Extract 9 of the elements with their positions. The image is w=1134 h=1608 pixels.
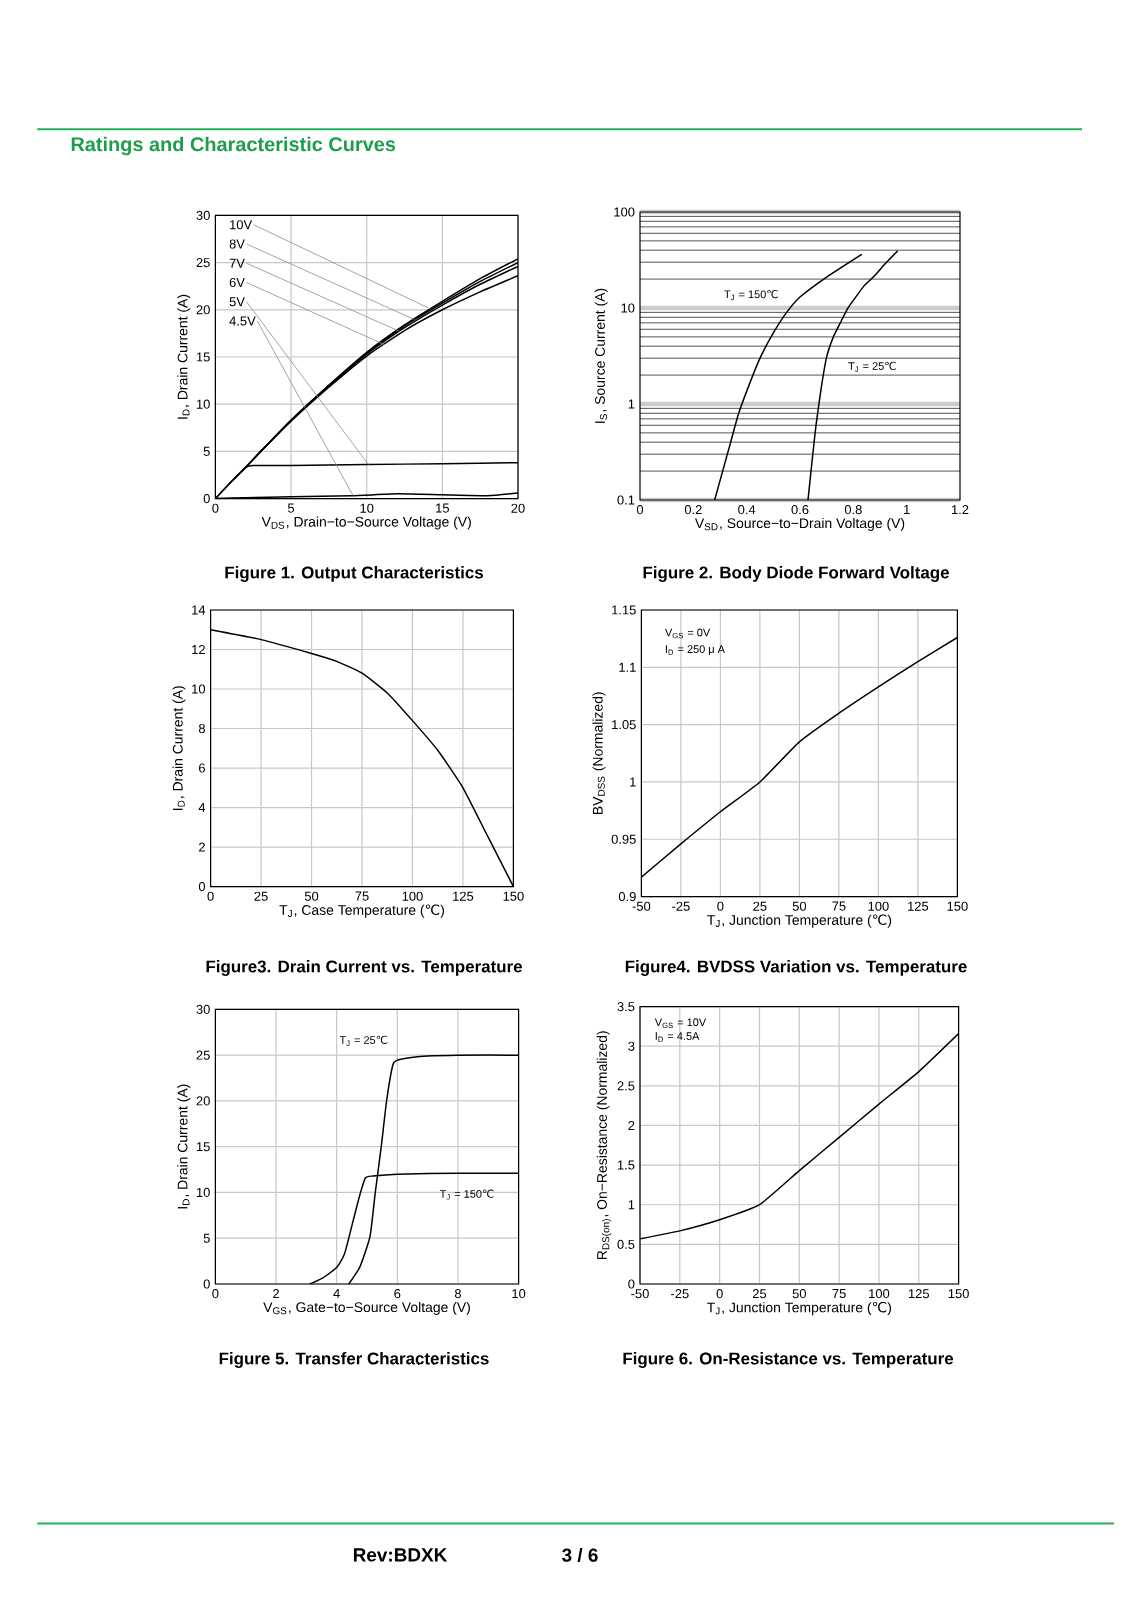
text: Figure 2. Body Diode Forward Voltage <box>643 566 949 582</box>
text: Figure 5. Transfer Characteristics <box>219 1352 489 1368</box>
text: Ratings and Characteristic Curves <box>71 136 396 156</box>
text: Figure4. BVDSS Variation vs. Temperature <box>625 960 967 976</box>
text: Figure3. Drain Current vs. Temperature <box>206 960 522 976</box>
text: 3 / 6 <box>562 1547 598 1563</box>
text: Figure 6. On-Resistance vs. Temperature <box>623 1352 954 1368</box>
text: Rev:BDXK <box>353 1548 448 1562</box>
text: Figure 1. Output Characteristics <box>225 566 484 582</box>
